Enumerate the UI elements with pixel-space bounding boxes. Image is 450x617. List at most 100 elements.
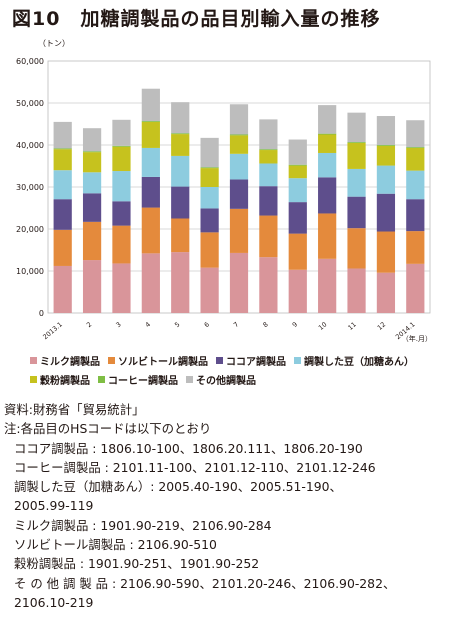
bar-segment [288,233,307,270]
legend-label: ココア調製品 [226,357,286,368]
bar-segment [347,142,366,169]
bar-segment [406,231,425,264]
bar-segment [406,147,425,171]
bar-segment [406,170,425,200]
bar-segment [171,186,190,219]
x-tick-label: 6 [203,320,211,329]
bar-segment [347,268,366,313]
bar-segment [406,120,425,148]
legend-swatch [108,357,115,364]
bar-segment [112,263,131,313]
bar-segment [376,231,396,273]
bar-segment [141,176,160,208]
bar-segment [318,177,337,214]
bar-segment [141,253,160,313]
bar-segment [347,228,366,269]
legend-label: ミルク調製品 [40,357,100,368]
y-tick-label: 50,000 [16,99,44,108]
bar-segment [112,145,131,147]
bar-segment [53,148,72,150]
bar-segment [141,147,160,177]
bar-segment [53,149,72,171]
bar-segment [288,164,307,166]
stacked-bar-chart: 0 10,000 20,000 30,000 40,000 50,000 60,000 201… [16,57,432,343]
legend-row: ミルク調製品 ソルビトール調製品 ココア調製品 調製した豆（加糖あん） [30,353,422,368]
hs-code-line: 2005.99-119 [14,498,94,514]
bar-segment [82,172,102,194]
bar-segment [200,232,219,268]
legend-item: コーヒー調製品 [98,372,178,387]
notes-section: 資料:財務省「貿易統計」 注:各品目のHSコードは以下のとおり ココア調製品 :… [4,400,450,612]
legend-label: 調製した豆（加糖あん） [304,357,414,368]
x-tick-label: 2 [85,320,93,329]
x-tick-label: 4 [144,320,152,329]
bar-segment [229,153,249,180]
bar-segment [53,229,72,266]
bar-segment [141,121,160,122]
bar-segment [171,252,190,313]
legend-label: ソルビトール調製品 [118,357,208,368]
x-tick-label: 5 [173,320,181,329]
hs-code-line: ミルク調製品 : 1901.90-219、2106.90-284 [14,517,272,533]
bar-segment [141,207,160,254]
bar-segment [200,267,219,313]
x-tick-label: 10 [317,320,328,331]
legend-swatch [294,357,301,364]
bar-segment [82,260,102,313]
bar-segment [141,88,160,122]
bar-segment [171,134,190,156]
bar-segment [318,134,337,153]
bar-segment [112,119,131,146]
y-tick-label: 10,000 [16,267,44,276]
x-tick-label: 9 [291,320,299,329]
legend-swatch [30,357,37,364]
bar-segment [82,152,102,173]
bar-segment [347,142,366,143]
bar-segment [259,163,278,187]
x-tick-label: 8 [261,320,269,329]
bar-segment [259,257,278,313]
bar-segment [406,147,425,148]
bar-segment [259,215,278,258]
hs-code-line: 2106.10-219 [14,594,94,610]
bar-segment [376,145,396,146]
legend-swatch [30,376,37,383]
bar-segment [200,137,219,168]
bar-segment [259,186,278,216]
y-tick-label: 60,000 [16,57,44,66]
bar-segment [229,179,249,209]
legend-row: 穀粉調製品 コーヒー調製品 その他調製品 [30,372,264,387]
x-tick-label: 11 [346,320,357,331]
legend-item: ミルク調製品 [30,353,100,368]
bar-segment [200,208,219,233]
bar-segment [406,199,425,232]
bar-segment [171,218,190,253]
bar-segment [82,151,102,153]
bar-segment [288,139,307,165]
bar-segment [259,149,278,151]
hs-code-line: そ の 他 調 製 品 : 2106.90-590、2101.20-246、21… [14,575,396,591]
bar-segment [376,193,396,232]
x-tick-label: 12 [376,320,387,331]
bar-segment [288,165,307,179]
bar-segment [229,104,249,135]
y-tick-label: 40,000 [16,141,44,150]
legend-label: その他調製品 [196,376,256,387]
bar-segment [288,178,307,203]
bar-segment [82,221,102,261]
y-tick-label: 30,000 [16,183,44,192]
bar-segment [53,170,72,200]
bar-segment [53,199,72,230]
bar-segment [406,263,425,313]
bar-segment [200,168,219,187]
y-tick-label: 0 [39,309,44,318]
legend-swatch [186,376,193,383]
legend-item: 穀粉調製品 [30,372,90,387]
x-tick-label: 7 [232,320,240,329]
legend-swatch [216,357,223,364]
bar-segment [318,258,337,313]
legend-label: 穀粉調製品 [40,376,90,387]
bar-segment [347,112,366,143]
bar-segment [112,146,131,172]
hs-code-line: 調製した豆（加糖あん）: 2005.40-190、2005.51-190、 [14,479,342,495]
